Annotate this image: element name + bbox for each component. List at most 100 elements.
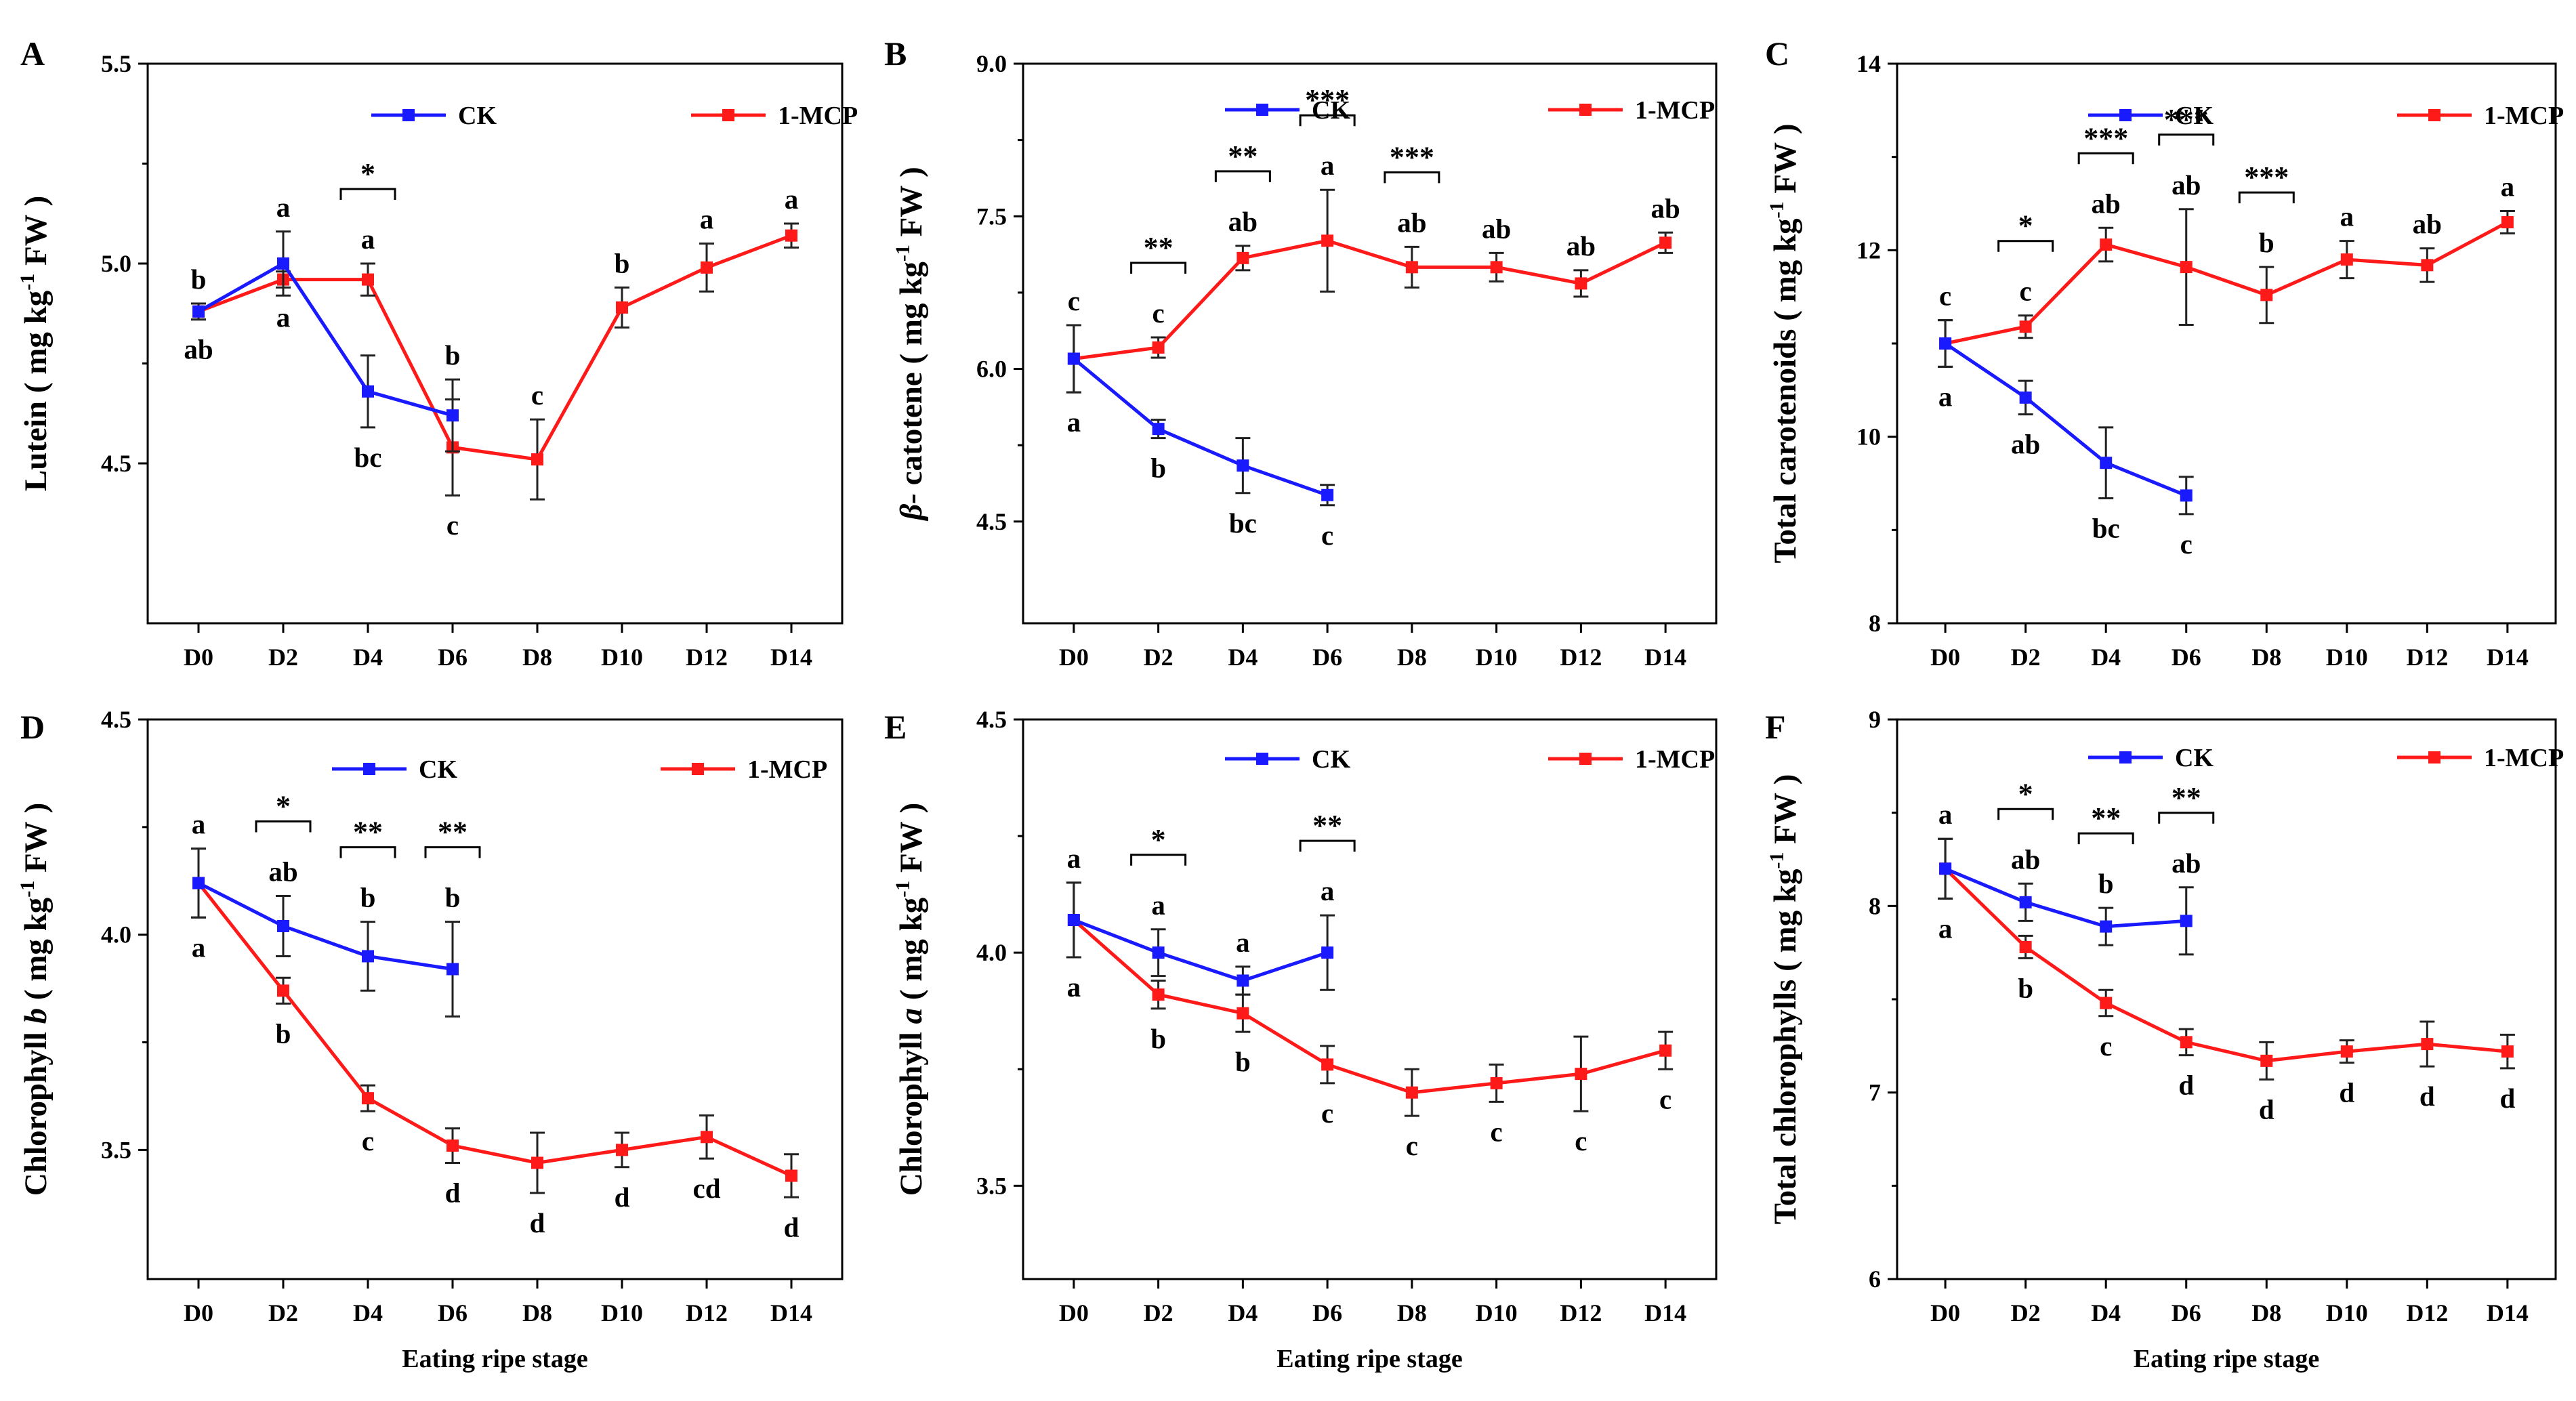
y-tick-label: 4.5 xyxy=(101,706,131,733)
significance-bracket xyxy=(1130,854,1187,866)
significance-letter: c xyxy=(1068,285,1080,316)
plot-frame xyxy=(1896,718,2557,1280)
legend: CK 1-MCP xyxy=(2088,102,2564,130)
significance-letter: d xyxy=(615,1182,630,1213)
data-point xyxy=(192,877,205,890)
y-axis-label: Lutein ( mg kg-1 FW ) xyxy=(16,196,54,491)
data-point xyxy=(1321,946,1334,959)
series-line xyxy=(1945,866,2186,929)
data-point xyxy=(2260,289,2273,301)
significance-letter: a xyxy=(1067,843,1081,874)
data-point xyxy=(2180,261,2193,274)
data-point xyxy=(2100,920,2113,933)
x-tick-label: D2 xyxy=(268,644,298,671)
x-tick-label: D2 xyxy=(2011,1299,2041,1326)
panel-letter: B xyxy=(884,35,907,72)
series-1-mcp: c c ab ab b a ab a xyxy=(1938,169,2515,368)
significance-stars: *** xyxy=(2244,161,2289,194)
y-axis-label-sup: -1 xyxy=(892,245,914,262)
x-tick-label: D4 xyxy=(1228,644,1258,671)
legend-label: 1-MCP xyxy=(778,102,858,130)
significance-letter: a xyxy=(2501,171,2515,203)
data-point xyxy=(785,229,797,242)
data-point xyxy=(277,257,289,270)
legend-label: CK xyxy=(458,102,497,130)
data-point xyxy=(1490,1076,1503,1089)
significance-stars: ** xyxy=(1312,809,1342,842)
data-point xyxy=(616,301,628,314)
plot-frame xyxy=(146,718,844,1280)
y-axis-label-sup: -1 xyxy=(1766,201,1788,218)
legend: CK 1-MCP xyxy=(1225,96,1715,125)
significance-letter: ab xyxy=(1228,206,1258,237)
y-axis-label: Total chlorophylls ( mg kg-1 FW ) xyxy=(1766,774,1803,1225)
data-point xyxy=(2019,391,2032,404)
legend: CK 1-MCP xyxy=(332,755,827,784)
significance-letter: b xyxy=(615,247,630,278)
series-ck: a ab b ab xyxy=(1938,799,2201,956)
significance-letter: c xyxy=(2180,528,2193,560)
significance-letter: d xyxy=(445,1177,461,1208)
significance-stars: *** xyxy=(2083,121,2128,154)
x-tick-label: D12 xyxy=(2406,644,2448,671)
significance-bracket xyxy=(255,820,312,833)
significance-bracket xyxy=(2238,191,2295,204)
significance-letter: a xyxy=(1236,927,1250,958)
significance-stars: * xyxy=(2018,209,2033,243)
series-1-mcp: c c ab a ab ab ab ab xyxy=(1066,150,1680,394)
legend-marker xyxy=(402,109,415,121)
y-axis-label-sup: -1 xyxy=(892,881,914,898)
significance-letter: a xyxy=(1938,913,1953,944)
data-point xyxy=(362,273,374,286)
significance-letter: ab xyxy=(1650,192,1680,224)
significance-letter: b xyxy=(1150,1023,1166,1054)
series-line xyxy=(1944,341,2187,497)
x-tick-label: D8 xyxy=(522,1299,552,1326)
significance-letter: a xyxy=(1321,150,1335,181)
series-1-mcp: b a a c c b a a xyxy=(191,184,799,541)
x-tick-label: D0 xyxy=(1930,644,1960,671)
data-point xyxy=(1490,261,1503,274)
panel-E: E 3.5 4.0 4.5 D0 D2 D4 D6 D8 D10 D12 D14 Chlorophyll… xyxy=(884,706,1718,1373)
series-line xyxy=(197,261,453,417)
significance-letter: d xyxy=(2339,1077,2354,1108)
series-line xyxy=(197,881,793,1177)
y-tick-label: 4.0 xyxy=(101,921,131,948)
panel-letter: F xyxy=(1765,708,1786,746)
significance-letter: b xyxy=(1150,453,1166,484)
legend-label: CK xyxy=(1312,96,1350,125)
data-point xyxy=(277,919,289,932)
data-point xyxy=(1237,974,1249,987)
x-axis-label: Eating ripe stage xyxy=(402,1345,587,1373)
significance-letter: ab xyxy=(268,856,297,887)
significance-letter: b xyxy=(2259,227,2274,258)
y-tick-label: 3.5 xyxy=(101,1136,131,1163)
y-axis-label: Total carotenoids ( mg kg-1 FW ) xyxy=(1766,123,1803,563)
plot-frame xyxy=(146,62,844,625)
data-point xyxy=(1659,1044,1672,1057)
series-line xyxy=(197,881,453,971)
legend-marker xyxy=(722,109,734,121)
data-point xyxy=(1659,236,1672,249)
x-axis-label: Eating ripe stage xyxy=(1276,1345,1462,1373)
y-axis-label-text: Total chlorophylls ( mg kg xyxy=(1768,869,1803,1224)
data-point xyxy=(1321,234,1334,247)
significance-letter: b xyxy=(2098,868,2114,899)
y-tick-label: 6 xyxy=(1869,1266,1881,1293)
y-axis-label-mid: ( mg kg xyxy=(894,897,929,1008)
y-axis-label-text: Chlorophyll xyxy=(894,1024,929,1196)
x-tick-label: D0 xyxy=(184,644,213,671)
y-axis-label-italic: a xyxy=(894,1008,929,1024)
significance-letter: a xyxy=(1938,799,1953,830)
x-tick-label: D10 xyxy=(1476,644,1518,671)
data-point xyxy=(2180,915,2193,927)
y-axis-label-text: Total carotenoids ( mg kg xyxy=(1768,218,1803,564)
x-tick-label: D14 xyxy=(770,644,812,671)
series-ck: a ab bc c xyxy=(1938,319,2194,560)
y-axis-label: β- catotene ( mg kg-1 FW ) xyxy=(892,167,929,522)
significance-bracket xyxy=(424,846,481,858)
data-point xyxy=(2019,940,2032,953)
significance-bracket xyxy=(1214,170,1271,182)
x-tick-label: D12 xyxy=(1560,1299,1602,1326)
